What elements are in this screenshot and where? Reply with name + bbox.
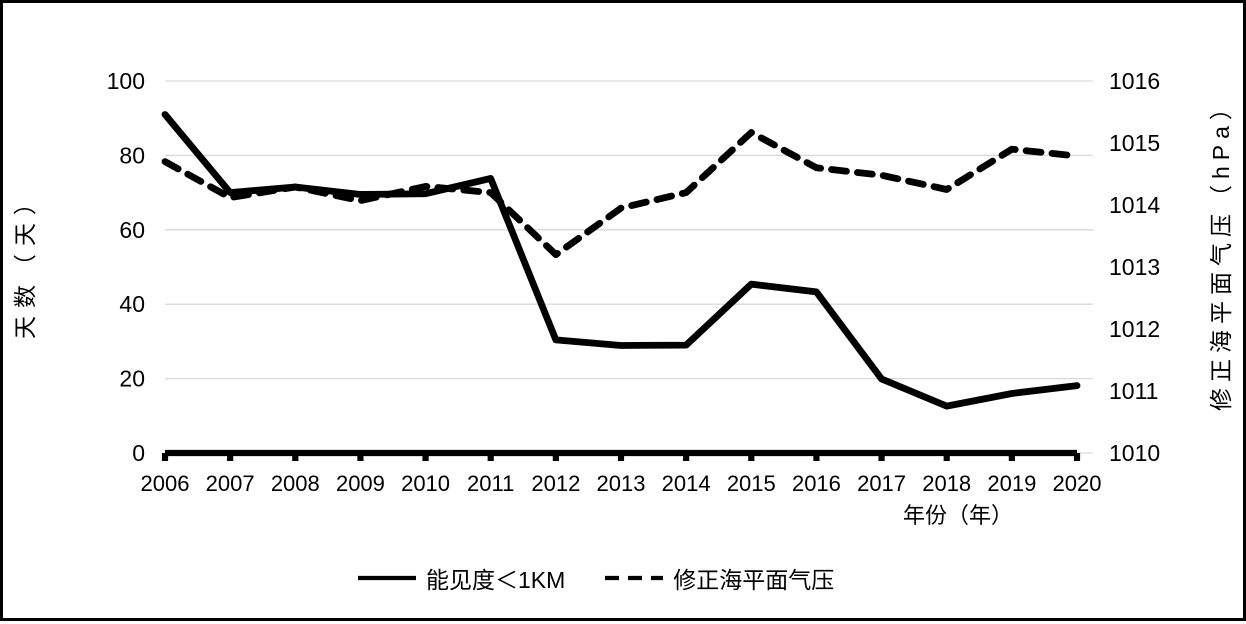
svg-text:80: 80 (119, 142, 145, 168)
svg-text:2019: 2019 (987, 471, 1036, 496)
svg-text:2009: 2009 (336, 471, 385, 496)
svg-text:100: 100 (107, 68, 145, 94)
svg-text:2008: 2008 (271, 471, 320, 496)
svg-text:2016: 2016 (792, 471, 841, 496)
svg-text:1012: 1012 (1109, 316, 1160, 342)
svg-text:1013: 1013 (1109, 254, 1160, 280)
svg-text:2011: 2011 (467, 471, 514, 496)
svg-text:2006: 2006 (141, 471, 190, 496)
svg-text:1016: 1016 (1109, 68, 1160, 94)
svg-text:2010: 2010 (401, 471, 450, 496)
svg-text:2017: 2017 (857, 471, 906, 496)
svg-text:1014: 1014 (1109, 192, 1160, 218)
svg-text:40: 40 (119, 291, 145, 317)
svg-text:0: 0 (132, 440, 145, 466)
svg-text:1010: 1010 (1109, 440, 1160, 466)
svg-text:2018: 2018 (922, 471, 971, 496)
svg-text:2007: 2007 (206, 471, 255, 496)
svg-text:2014: 2014 (662, 471, 711, 496)
svg-text:2020: 2020 (1053, 471, 1102, 496)
svg-text:20: 20 (119, 366, 145, 392)
svg-text:1015: 1015 (1109, 130, 1160, 156)
svg-text:2015: 2015 (727, 471, 776, 496)
svg-text:60: 60 (119, 217, 145, 243)
svg-text:2013: 2013 (597, 471, 646, 496)
svg-text:1011: 1011 (1109, 378, 1158, 404)
svg-text:2012: 2012 (531, 471, 580, 496)
